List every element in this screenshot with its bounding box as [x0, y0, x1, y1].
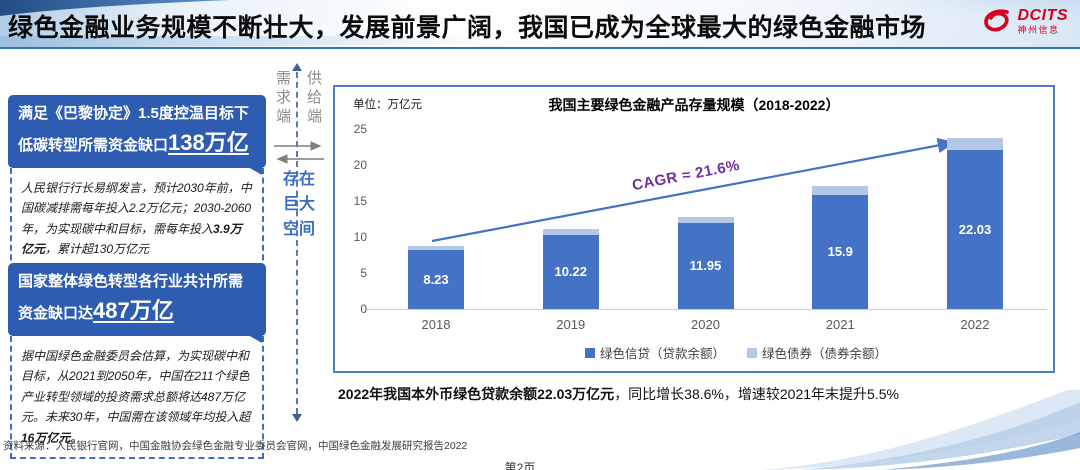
legend-label: 绿色债券（债券余额）	[762, 347, 888, 361]
supply-side-label: 供给端	[305, 70, 322, 127]
bar-value-label: 22.03	[958, 221, 992, 237]
y-tick-label: 25	[353, 122, 367, 136]
summary-rest-text: ，同比增长38.6%，增速较2021年末提升5.5%	[614, 386, 899, 402]
info-box-heading: 满足《巴黎协定》1.5度控温目标下低碳转型所需资金缺口138万亿	[8, 95, 266, 174]
bar-value-label: 8.23	[423, 271, 449, 287]
header-band	[0, 0, 1080, 47]
logo-sub-text: 神州信息	[1017, 24, 1060, 35]
chart-summary: 2022年我国本外币绿色贷款余额22.03万亿元，同比增长38.6%，增速较20…	[338, 384, 1058, 404]
chart-legend: 绿色信贷（贷款余额） 绿色债券（债券余额）	[377, 343, 1080, 362]
heading-highlight: 487万亿	[93, 297, 174, 323]
info-box-body: 据中国绿色金融委员会估算，为实现碳中和目标，从2021到2050年，中国在211…	[10, 335, 264, 459]
body-text: 据中国绿色金融委员会估算，为实现碳中和目标，从2021到2050年，中国在211…	[21, 348, 251, 425]
bar-green-bond	[812, 186, 869, 195]
bar-green-credit	[947, 150, 1003, 309]
divider-arrow-down	[292, 414, 302, 422]
bar-green-bond	[408, 246, 464, 250]
legend-item: 绿色信贷（贷款余额）	[584, 343, 725, 362]
gap-opportunity-label: 存在巨大空间	[282, 171, 315, 238]
y-tick-label: 15	[353, 194, 367, 208]
summary-bold-text: 2022年我国本外币绿色贷款余额22.03万亿元	[338, 386, 615, 402]
body-bold-text: 16万亿元	[21, 431, 71, 445]
company-logo: DCITS 神州信息	[982, 7, 1069, 35]
y-tick-label: 10	[353, 230, 367, 244]
x-axis-label: 2021	[825, 317, 855, 332]
header-swoosh-decoration	[0, 0, 230, 16]
body-bold-text: 3.9万亿元	[21, 221, 242, 257]
dcits-swirl-icon	[983, 9, 1009, 32]
divider-dashed-line	[296, 72, 298, 414]
demand-side-label: 需求端	[274, 70, 291, 127]
x-axis-label: 2020	[691, 317, 720, 332]
bar-value-label: 10.22	[554, 264, 588, 279]
bar-green-credit	[812, 195, 869, 309]
y-tick-label: 0	[360, 302, 367, 316]
x-axis-label: 2022	[960, 317, 990, 332]
logo-brand-text: DCITS	[1017, 6, 1068, 24]
title-divider	[0, 47, 1080, 49]
heading-text: 满足《巴黎协定》1.5度控温目标下低碳转型所需资金缺口	[18, 105, 249, 154]
y-tick-label: 20	[353, 158, 367, 172]
x-axis-label: 2019	[556, 317, 586, 332]
body-text-post: ，累计超130万亿元	[45, 242, 150, 257]
chart-unit-label: 单位：万亿元	[353, 99, 422, 111]
bar-green-bond	[947, 138, 1003, 150]
header-wedge	[0, 36, 640, 47]
page-title: 绿色金融业务规模不断壮大，发展前景广阔，我国已成为全球最大的绿色金融市场	[8, 14, 927, 42]
chart-title: 我国主要绿色金融产品存量规模（2018-2022）	[548, 97, 840, 113]
y-tick-label: 5	[360, 266, 367, 280]
chart-panel: 单位：万亿元 我国主要绿色金融产品存量规模（2018-2022） CAGR ≈ …	[333, 85, 1055, 373]
bar-green-credit	[677, 223, 734, 309]
body-text: 人民银行行长易纲发言，预计2030年前，中国碳减排需每年投入2.2万亿元；203…	[21, 180, 252, 236]
info-box-demand-gap-138: 满足《巴黎协定》1.5度控温目标下低碳转型所需资金缺口138万亿 人民银行行长易…	[8, 95, 266, 270]
heading-highlight: 138万亿	[168, 129, 249, 155]
body-text-post: 。	[70, 431, 83, 445]
chart-plot: CAGR ≈ 21.6% 0 5 10 15 20 25 8.23 2018 10.22 2019…	[335, 87, 1053, 371]
heading-text: 国家整体绿色转型各行业共计所需资金缺口达	[18, 273, 244, 322]
divider-arrow-up	[292, 63, 302, 71]
legend-swatch-icon	[584, 347, 595, 358]
bar-green-bond	[542, 229, 599, 235]
header-swoosh-right	[760, 0, 1080, 40]
exchange-arrows-icon	[274, 141, 324, 164]
page-number: 第2页	[504, 461, 536, 470]
corner-swoosh-decoration	[760, 390, 1080, 470]
bar-value-label: 11.95	[689, 258, 722, 273]
x-axis-line	[365, 309, 1047, 310]
info-box-heading: 国家整体绿色转型各行业共计所需资金缺口达487万亿	[8, 263, 266, 342]
bar-value-label: 15.9	[827, 244, 853, 259]
cagr-annotation: CAGR ≈ 21.6%	[630, 156, 742, 195]
x-axis-label: 2018	[421, 317, 451, 332]
bar-green-credit	[408, 250, 464, 309]
data-source-note: 资料来源：人民银行官网，中国金融协会绿色金融专业委员会官网，中国绿色金融发展研究…	[3, 440, 468, 452]
legend-swatch-icon	[747, 347, 757, 358]
legend-item: 绿色债券（债券余额）	[747, 343, 887, 362]
info-box-total-gap-487: 国家整体绿色转型各行业共计所需资金缺口达487万亿 据中国绿色金融委员会估算，为…	[8, 263, 266, 459]
info-box-body: 人民银行行长易纲发言，预计2030年前，中国碳减排需每年投入2.2万亿元；203…	[10, 167, 264, 270]
legend-label: 绿色信贷（贷款余额）	[599, 347, 725, 361]
bar-green-bond	[677, 217, 734, 223]
bar-green-credit	[542, 235, 599, 309]
